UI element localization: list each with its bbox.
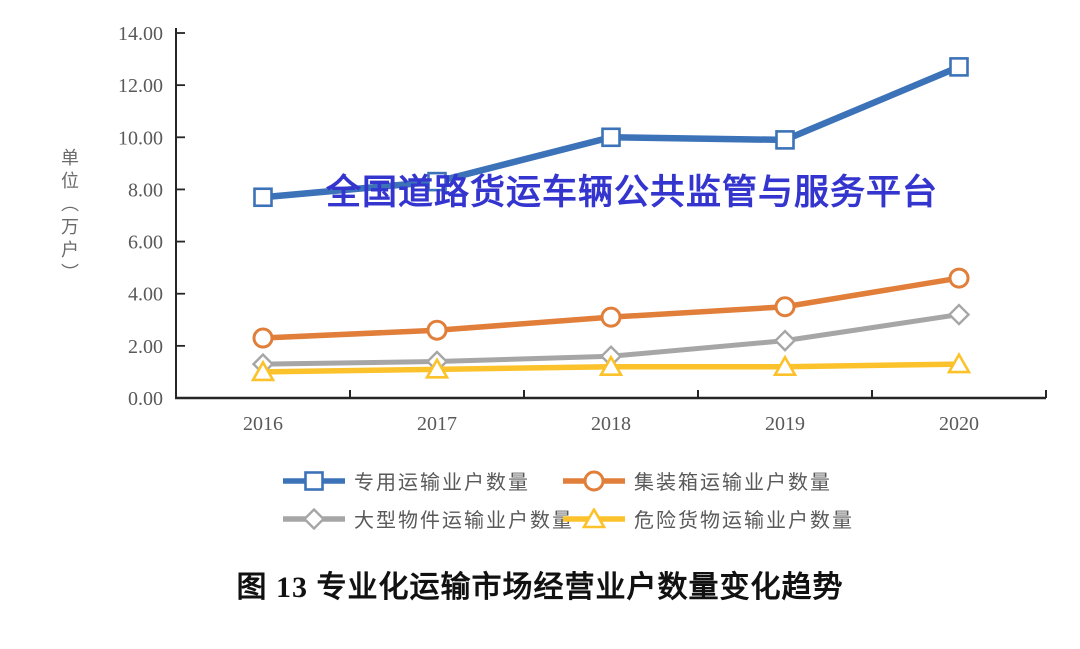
data-point-marker — [600, 306, 622, 328]
data-point-marker — [427, 171, 447, 192]
watermark-text: 全国道路货运车辆公共监管与服务平台 — [326, 173, 939, 212]
legend-label: 集装箱运输业户数量 — [634, 472, 832, 494]
data-point-marker — [775, 130, 795, 150]
legend-square-marker-icon — [283, 470, 345, 491]
x-tick-label: 2017 — [417, 413, 457, 435]
x-tick-label: 2020 — [939, 413, 979, 435]
line-chart: 0.00 2.00 4.00 6.00 8.00 10.00 12.00 14.00 2016 2… — [118, 23, 1047, 435]
legend-diamond-marker-icon — [283, 507, 345, 530]
y-tick-label: 10.00 — [118, 127, 163, 149]
legend-circle-marker-icon — [563, 470, 625, 491]
y-tick-label: 12.00 — [118, 75, 163, 97]
data-point-marker — [946, 351, 972, 374]
data-point-marker — [424, 357, 450, 379]
data-point-marker — [250, 359, 276, 382]
legend-item-container-transport: 集装箱运输业户数量 — [563, 466, 832, 495]
data-point-marker — [598, 354, 624, 377]
y-tick-label: 8.00 — [128, 179, 163, 201]
legend-item-dangerous-goods-transport: 危险货物运输业户数量 — [563, 504, 854, 533]
legend-label: 大型物件运输业户数量 — [354, 510, 574, 532]
legend-label: 专用运输业户数量 — [354, 472, 530, 494]
data-point-marker — [772, 354, 798, 377]
x-tick-label: 2018 — [591, 413, 631, 435]
y-tick-label: 0.00 — [128, 388, 163, 410]
y-tick-label: 14.00 — [118, 23, 163, 45]
y-tick-label: 2.00 — [128, 336, 163, 358]
legend-triangle-marker-icon — [563, 507, 625, 528]
y-axis-unit-label: 单位（万户） — [59, 148, 79, 286]
y-tick-label: 4.00 — [128, 284, 163, 306]
data-point-marker — [253, 187, 273, 208]
x-tick-label: 2019 — [765, 413, 805, 435]
data-point-marker — [773, 329, 797, 352]
data-point-marker — [948, 267, 970, 289]
y-tick-label: 6.00 — [128, 232, 163, 254]
data-point-marker — [252, 327, 274, 349]
x-tick-label: 2016 — [243, 413, 283, 435]
legend-item-special-transport: 专用运输业户数量 — [283, 466, 530, 495]
data-point-marker — [426, 319, 448, 341]
legend-label: 危险货物运输业户数量 — [634, 510, 854, 532]
data-point-marker — [601, 127, 621, 148]
data-point-marker — [947, 303, 971, 326]
data-point-marker — [774, 296, 796, 318]
data-point-marker — [949, 57, 969, 77]
figure-caption: 图 13 专业化运输市场经营业户数量变化趋势 — [236, 571, 844, 604]
legend-item-large-object-transport: 大型物件运输业户数量 — [283, 504, 574, 533]
